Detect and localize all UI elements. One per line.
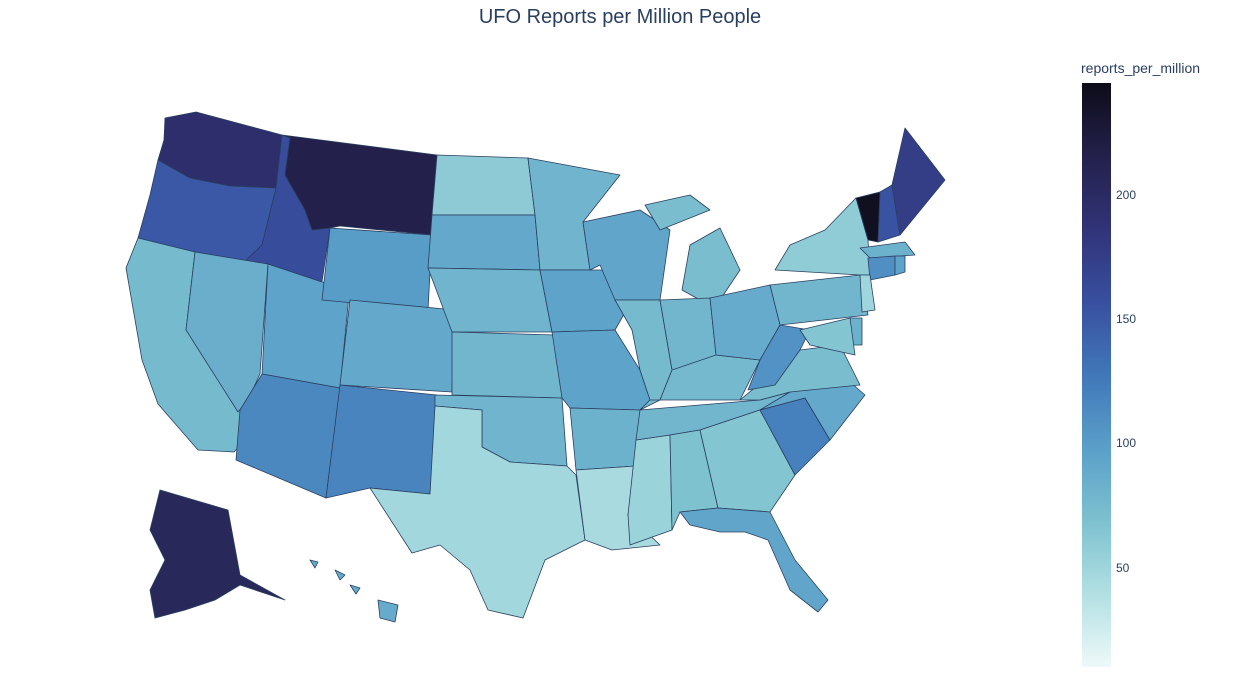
state-hi[interactable] xyxy=(334,569,346,581)
state-ny[interactable] xyxy=(774,197,871,276)
colorbar-title: reports_per_million xyxy=(1081,60,1201,76)
chart-title: UFO Reports per Million People xyxy=(478,6,762,28)
colorbar-tick: 200 xyxy=(1116,187,1137,202)
colorbar xyxy=(1082,83,1111,667)
state-co[interactable] xyxy=(339,299,456,393)
state-pa[interactable] xyxy=(769,274,869,326)
state-tx[interactable] xyxy=(369,405,586,619)
state-hi[interactable] xyxy=(349,584,361,595)
state-nd[interactable] xyxy=(431,154,536,216)
colorbar-tick: 150 xyxy=(1116,312,1137,327)
state-ct[interactable] xyxy=(867,255,896,281)
state-md[interactable] xyxy=(799,317,856,356)
state-nm[interactable] xyxy=(325,384,438,499)
state-nj[interactable] xyxy=(859,274,876,313)
state-mi[interactable] xyxy=(644,194,711,231)
us-choropleth-map[interactable] xyxy=(0,0,1060,700)
state-hi[interactable] xyxy=(309,559,319,569)
state-sd[interactable] xyxy=(427,214,541,271)
state-wy[interactable] xyxy=(321,227,433,311)
state-ma[interactable] xyxy=(859,241,916,259)
colorbar-tick: 100 xyxy=(1116,436,1137,451)
state-ks[interactable] xyxy=(451,331,563,399)
colorbar-tick: 50 xyxy=(1116,560,1130,575)
state-fl[interactable] xyxy=(679,507,829,613)
state-az[interactable] xyxy=(235,373,341,499)
state-hi[interactable] xyxy=(377,599,399,623)
state-mi[interactable] xyxy=(681,227,741,301)
state-ga[interactable] xyxy=(699,409,796,513)
state-me[interactable] xyxy=(891,127,946,236)
state-ar[interactable] xyxy=(569,407,641,471)
state-ms[interactable] xyxy=(627,434,673,546)
state-ri[interactable] xyxy=(894,255,906,276)
state-ak[interactable] xyxy=(149,489,286,619)
